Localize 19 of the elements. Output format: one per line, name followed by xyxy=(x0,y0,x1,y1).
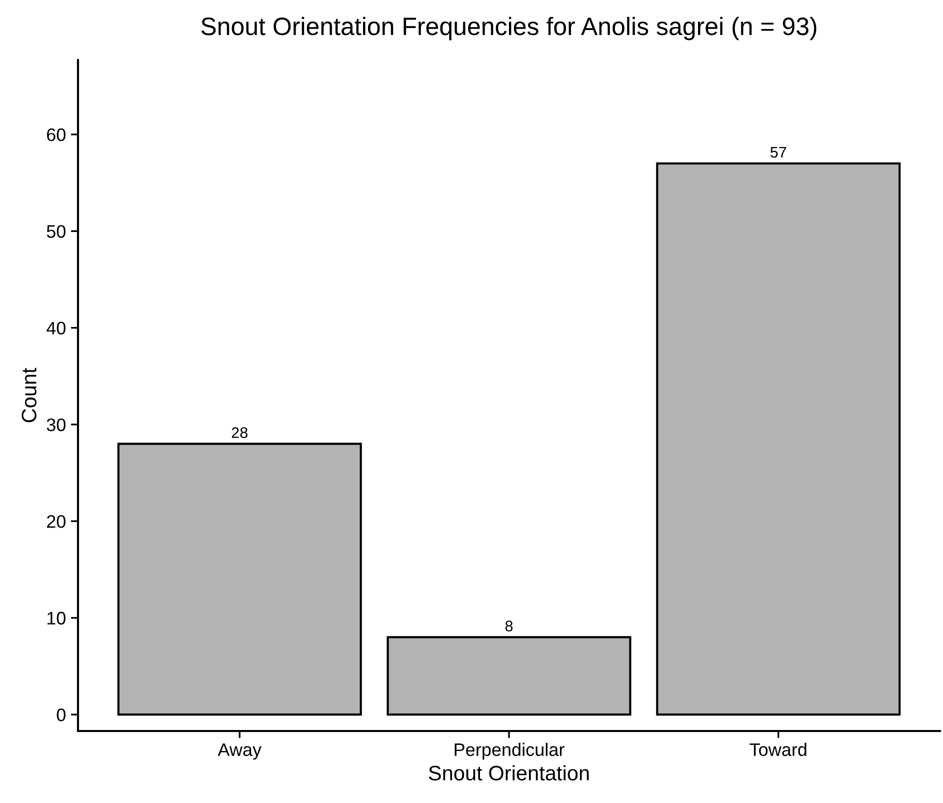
y-axis-title: Count xyxy=(22,368,36,422)
bar xyxy=(656,162,901,716)
data-label: 8 xyxy=(505,620,513,632)
x-tick-label: Away xyxy=(218,743,262,760)
y-tick-label: 10 xyxy=(47,612,66,625)
chart-title: Snout Orientation Frequencies for Anolis sagrei (n = 93) xyxy=(201,16,816,40)
x-tick-label: Perpendicular xyxy=(454,742,564,760)
y-tick-label: 50 xyxy=(46,225,66,238)
y-tick-label: 20 xyxy=(47,515,66,528)
y-tick-label: 0 xyxy=(56,708,66,722)
bar xyxy=(386,636,632,716)
data-label: 28 xyxy=(232,427,248,438)
y-tick-label: 30 xyxy=(46,418,66,432)
y-tick-label: 60 xyxy=(47,128,66,142)
x-axis-title: Snout Orientation xyxy=(428,765,589,780)
x-tick-label: Toward xyxy=(750,742,806,756)
bar xyxy=(117,442,362,716)
y-tick-label: 40 xyxy=(46,322,66,335)
data-label: 57 xyxy=(770,146,786,158)
